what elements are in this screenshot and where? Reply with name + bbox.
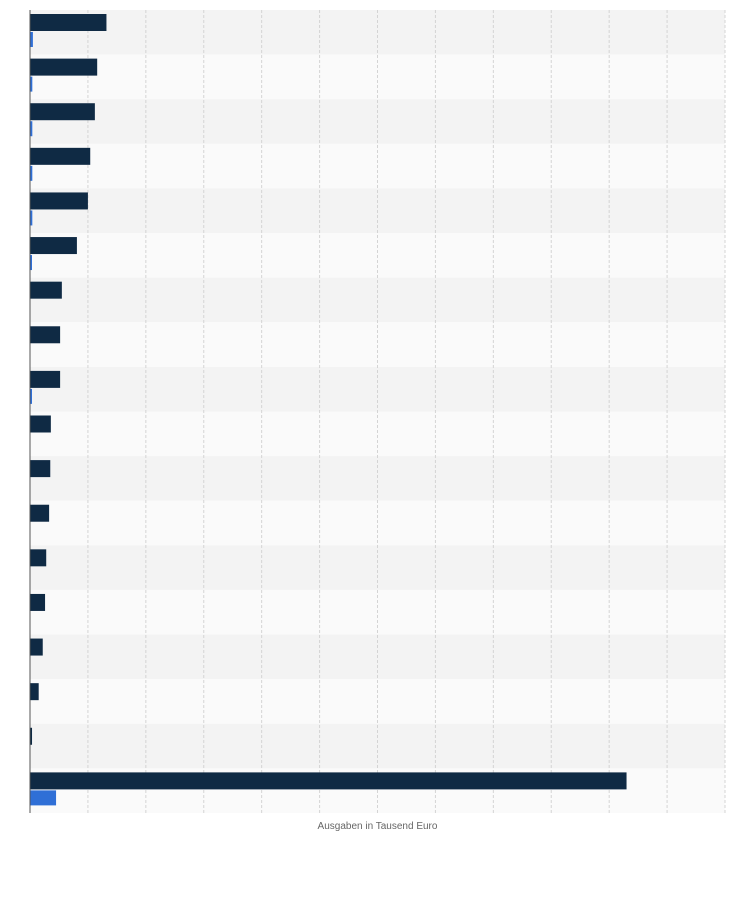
bar-series-2 <box>30 790 57 806</box>
bar-series-1 <box>30 326 61 344</box>
bar-series-1 <box>30 549 47 567</box>
row-band <box>30 456 725 501</box>
bar-series-1 <box>30 772 627 790</box>
bar-series-2 <box>30 255 32 271</box>
bar-series-2 <box>30 76 33 92</box>
bar-series-2 <box>30 32 33 47</box>
row-band <box>30 322 725 367</box>
bar-series-1 <box>30 192 88 210</box>
bar-series-1 <box>30 237 77 255</box>
bar-series-2 <box>30 121 33 137</box>
bar-series-1 <box>30 504 50 522</box>
bar-series-2 <box>30 165 33 181</box>
bar-series-1 <box>30 415 51 433</box>
x-axis-label: Ausgaben in Tausend Euro <box>318 821 438 832</box>
row-band <box>30 366 725 412</box>
row-band <box>30 411 725 457</box>
bar-series-1 <box>30 638 43 656</box>
bar-series-2 <box>30 210 33 226</box>
bar-series-2 <box>30 388 32 404</box>
bar-series-1 <box>30 281 62 299</box>
bar-series-1 <box>30 103 95 121</box>
bar-series-1 <box>30 460 51 478</box>
bar-series-1 <box>30 14 107 31</box>
bar-series-1 <box>30 58 98 76</box>
bar-series-1 <box>30 147 91 165</box>
bars <box>30 14 627 806</box>
bar-series-1 <box>30 727 33 745</box>
bar-series-1 <box>30 683 39 701</box>
bar-series-1 <box>30 370 61 388</box>
gridlines <box>87 10 726 813</box>
bar-series-1 <box>30 593 46 611</box>
